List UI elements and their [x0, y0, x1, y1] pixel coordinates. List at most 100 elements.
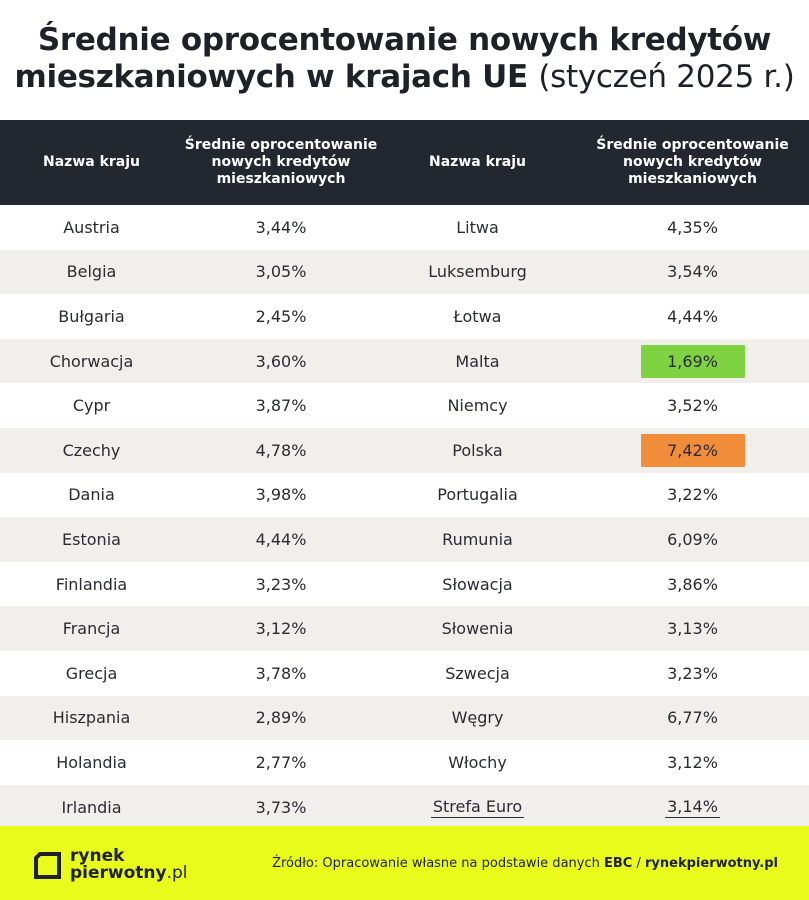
country-cell: Belgia [0, 250, 183, 295]
country-cell-text: Szwecja [445, 663, 510, 683]
rate-cell: 4,44% [183, 517, 379, 562]
country-cell-text: Finlandia [55, 574, 128, 594]
country-cell-text: Rumunia [442, 529, 513, 549]
rate-cell-text: 4,35% [667, 217, 718, 237]
country-cell: Grecja [0, 651, 183, 696]
rate-cell: 3,52% [576, 383, 809, 428]
country-cell: Luksemburg [379, 250, 576, 295]
table-row: Belgia 3,05% Luksemburg 3,54% [0, 249, 809, 295]
header-rate-left: Średnie oprocentowanie nowych kredytów m… [184, 137, 378, 187]
rate-cell: 3,23% [576, 651, 809, 696]
country-cell-text: Luksemburg [428, 262, 527, 282]
footer: rynek pierwotny.pl Źródło: Opracowanie w… [0, 826, 809, 900]
rate-cell: 2,77% [183, 740, 379, 785]
rate-cell: 3,87% [183, 383, 379, 428]
country-cell: Słowacja [379, 562, 576, 607]
country-cell-text: Hiszpania [52, 708, 131, 728]
table-row: Cypr 3,87% Niemcy 3,52% [0, 383, 809, 428]
rate-cell-text: 3,98% [255, 485, 307, 505]
source-site: rynekpierwotny.pl [645, 856, 778, 871]
country-cell: Litwa [379, 205, 576, 250]
country-cell-text: Chorwacja [49, 351, 134, 371]
header-country-right: Nazwa kraju [429, 154, 526, 170]
logo-mark-icon [34, 852, 61, 879]
country-cell-text: Malta [455, 351, 500, 371]
rate-cell-text: 3,44% [255, 217, 307, 237]
rate-cell: 3,12% [576, 740, 809, 785]
country-cell-text: Słowenia [441, 619, 514, 639]
highlight-box: 7,42% [640, 433, 745, 467]
rate-cell-text: 6,09% [667, 529, 718, 549]
country-cell: Francja [0, 606, 183, 651]
country-cell: Polska [379, 428, 576, 473]
rate-cell-text: 3,78% [255, 663, 307, 683]
rate-cell-text: 3,87% [255, 396, 307, 416]
rate-cell: 2,89% [183, 696, 379, 741]
rate-cell: 3,05% [183, 250, 379, 295]
table-row: Holandia 2,77% Włochy 3,12% [0, 740, 809, 785]
chart-title: Średnie oprocentowanie nowych kredytów m… [0, 22, 809, 96]
country-cell-text: Grecja [65, 663, 118, 683]
rate-cell-text: 1,69% [667, 351, 718, 371]
rate-cell: 3,12% [183, 606, 379, 651]
country-cell: Strefa Euro [379, 785, 576, 830]
country-cell: Chorwacja [0, 339, 183, 384]
country-cell: Słowenia [379, 606, 576, 651]
rate-cell: 3,44% [183, 205, 379, 250]
table-row: Grecja 3,78% Szwecja 3,23% [0, 651, 809, 696]
rate-cell-text: 3,23% [667, 663, 718, 683]
rate-cell: 1,69% [576, 339, 809, 384]
rate-cell-text: 3,73% [255, 797, 307, 817]
country-cell: Austria [0, 205, 183, 250]
country-cell: Łotwa [379, 294, 576, 339]
rate-cell-text: 3,23% [255, 574, 307, 594]
rate-cell: 3,86% [576, 562, 809, 607]
source-note: Źródło: Opracowanie własne na podstawie … [272, 856, 778, 871]
table-body: Austria 3,44% Litwa 4,35% Belgia 3,05% Luksemb… [0, 205, 809, 830]
rate-cell: 3,22% [576, 473, 809, 518]
country-cell: Holandia [0, 740, 183, 785]
country-cell-text: Niemcy [447, 396, 508, 416]
country-cell: Węgry [379, 696, 576, 741]
rate-cell-text: 3,05% [255, 262, 307, 282]
rate-cell-text: 4,44% [255, 529, 307, 549]
country-cell: Bułgaria [0, 294, 183, 339]
country-cell: Szwecja [379, 651, 576, 696]
country-cell-text: Portugalia [437, 485, 518, 505]
rate-cell: 7,42% [576, 428, 809, 473]
table-row: Bułgaria 2,45% Łotwa 4,44% [0, 294, 809, 339]
country-cell-text: Estonia [62, 529, 121, 549]
country-cell-text: Węgry [451, 708, 504, 728]
rate-cell-text: 2,89% [255, 708, 307, 728]
rate-cell-text: 2,45% [255, 306, 307, 326]
country-cell-text: Holandia [56, 752, 127, 772]
country-cell: Czechy [0, 428, 183, 473]
highlight-box: 1,69% [640, 344, 745, 378]
table-row: Irlandia 3,73% Strefa Euro 3,14% [0, 784, 809, 830]
source-ebc: EBC [604, 856, 633, 871]
logo-tld: .pl [166, 863, 188, 883]
rate-cell: 3,98% [183, 473, 379, 518]
source-prefix: Źródło: Opracowanie własne na podstawie … [272, 856, 600, 871]
rate-cell-text: 3,12% [255, 619, 307, 639]
brand-logo: rynek pierwotny.pl [34, 848, 188, 888]
table-row: Francja 3,12% Słowenia 3,13% [0, 606, 809, 651]
title-suffix: (styczeń 2025 r.) [538, 59, 795, 95]
table-row: Hiszpania 2,89% Węgry 6,77% [0, 695, 809, 741]
rate-cell-text: 3,60% [255, 351, 307, 371]
rate-cell: 6,09% [576, 517, 809, 562]
header-rate-right: Średnie oprocentowanie nowych kredytów m… [596, 137, 789, 187]
country-cell-text: Francja [62, 619, 121, 639]
rate-cell: 4,44% [576, 294, 809, 339]
rate-cell: 3,14% [576, 785, 809, 830]
rate-cell: 3,23% [183, 562, 379, 607]
country-cell-text: Dania [68, 485, 115, 505]
country-cell-text: Austria [63, 217, 120, 237]
rate-cell-text: 7,42% [667, 440, 718, 460]
country-cell-text: Litwa [456, 217, 499, 237]
country-cell: Irlandia [0, 785, 183, 830]
rate-cell-text: 3,22% [667, 485, 718, 505]
table-row: Czechy 4,78% Polska 7,42% [0, 427, 809, 473]
source-separator: / [636, 856, 641, 871]
title-main: Średnie oprocentowanie nowych kredytów m… [14, 22, 772, 95]
